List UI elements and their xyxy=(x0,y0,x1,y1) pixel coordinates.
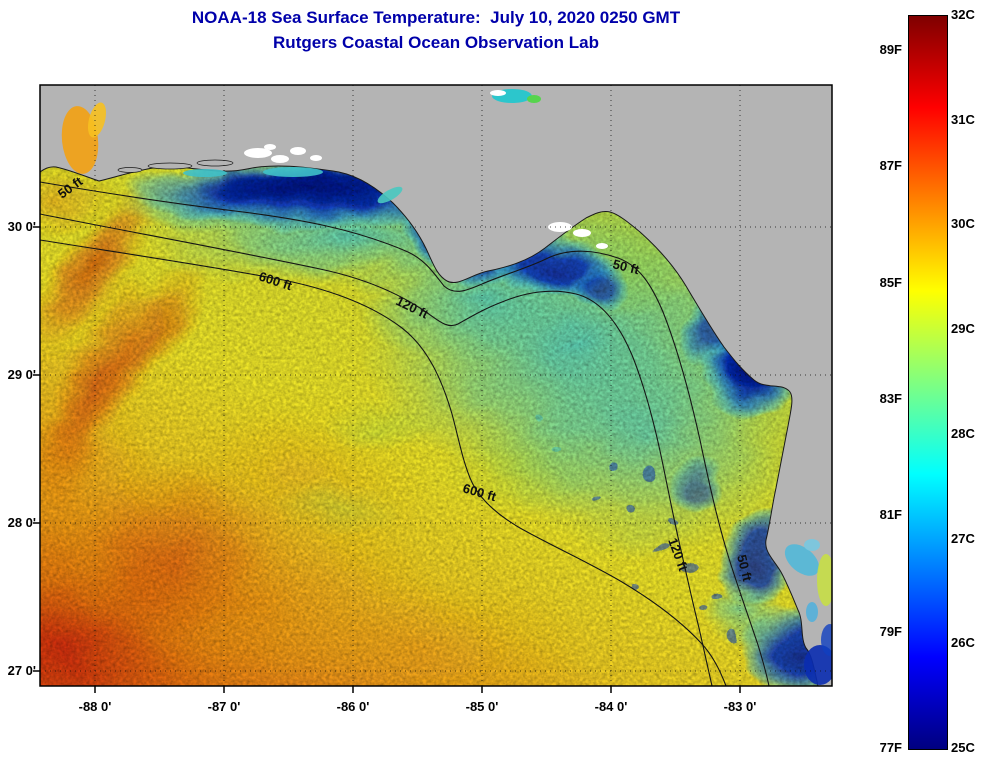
colorbar-gradient xyxy=(908,15,948,750)
colorbar-fahrenheit-label: 83F xyxy=(879,391,902,406)
colorbar-celsius-label: 30C xyxy=(951,216,975,231)
axis-ticks xyxy=(33,226,741,693)
colorbar-celsius-label: 27C xyxy=(951,531,975,546)
colorbar-celsius-label: 28C xyxy=(951,426,975,441)
colorbar-fahrenheit-label: 89F xyxy=(879,42,902,57)
bathymetry-contours xyxy=(40,181,770,686)
colorbar-celsius-label: 32C xyxy=(951,7,975,22)
colorbar-celsius-label: 25C xyxy=(951,740,975,755)
contour-label: 50 ft xyxy=(734,553,755,583)
x-tick-label: -85 0' xyxy=(466,699,499,714)
y-axis-labels: 30 0' 29 0' 28 0' 27 0' xyxy=(8,219,36,678)
figure-title: NOAA-18 Sea Surface Temperature: July 10… xyxy=(191,8,681,27)
figure-subtitle: Rutgers Coastal Ocean Observation Lab xyxy=(273,33,599,52)
colorbar-fahrenheit-label: 87F xyxy=(879,158,902,173)
barrier-islands xyxy=(117,159,234,173)
x-tick-label: -86 0' xyxy=(337,699,370,714)
colorbar-celsius-label: 26C xyxy=(951,635,975,650)
contour-label: 50 ft xyxy=(611,256,641,277)
x-tick-label: -87 0' xyxy=(208,699,241,714)
colorbar-celsius-label: 29C xyxy=(951,321,975,336)
colorbar-fahrenheit-label: 79F xyxy=(879,624,902,639)
contour-50ft xyxy=(40,181,770,686)
y-tick-label: 29 0' xyxy=(8,367,36,382)
colorbar-fahrenheit-label: 81F xyxy=(879,507,902,522)
x-tick-label: -83 0' xyxy=(724,699,757,714)
cloud-patches xyxy=(244,90,608,249)
y-tick-label: 27 0' xyxy=(8,663,36,678)
graticule xyxy=(40,85,832,686)
x-axis-labels: -88 0' -87 0' -86 0' -85 0' -84 0' -83 0… xyxy=(79,699,757,714)
x-tick-label: -88 0' xyxy=(79,699,112,714)
colorbar-fahrenheit-label: 77F xyxy=(879,740,902,755)
contour-600ft xyxy=(40,239,727,686)
y-tick-label: 30 0' xyxy=(8,219,36,234)
colorbar-fahrenheit-label: 85F xyxy=(879,275,902,290)
x-tick-label: -84 0' xyxy=(595,699,628,714)
colorbar-celsius-label: 31C xyxy=(951,112,975,127)
land-mass xyxy=(40,85,832,686)
sst-map: 50 ft 600 ft 120 ft 50 ft 600 ft 120 ft … xyxy=(8,84,833,714)
contour-120ft xyxy=(40,213,713,686)
sst-field: 50 ft 600 ft 120 ft 50 ft 600 ft 120 ft … xyxy=(40,85,832,686)
y-tick-label: 28 0' xyxy=(8,515,36,530)
land xyxy=(40,85,832,686)
plot-border xyxy=(39,84,833,687)
